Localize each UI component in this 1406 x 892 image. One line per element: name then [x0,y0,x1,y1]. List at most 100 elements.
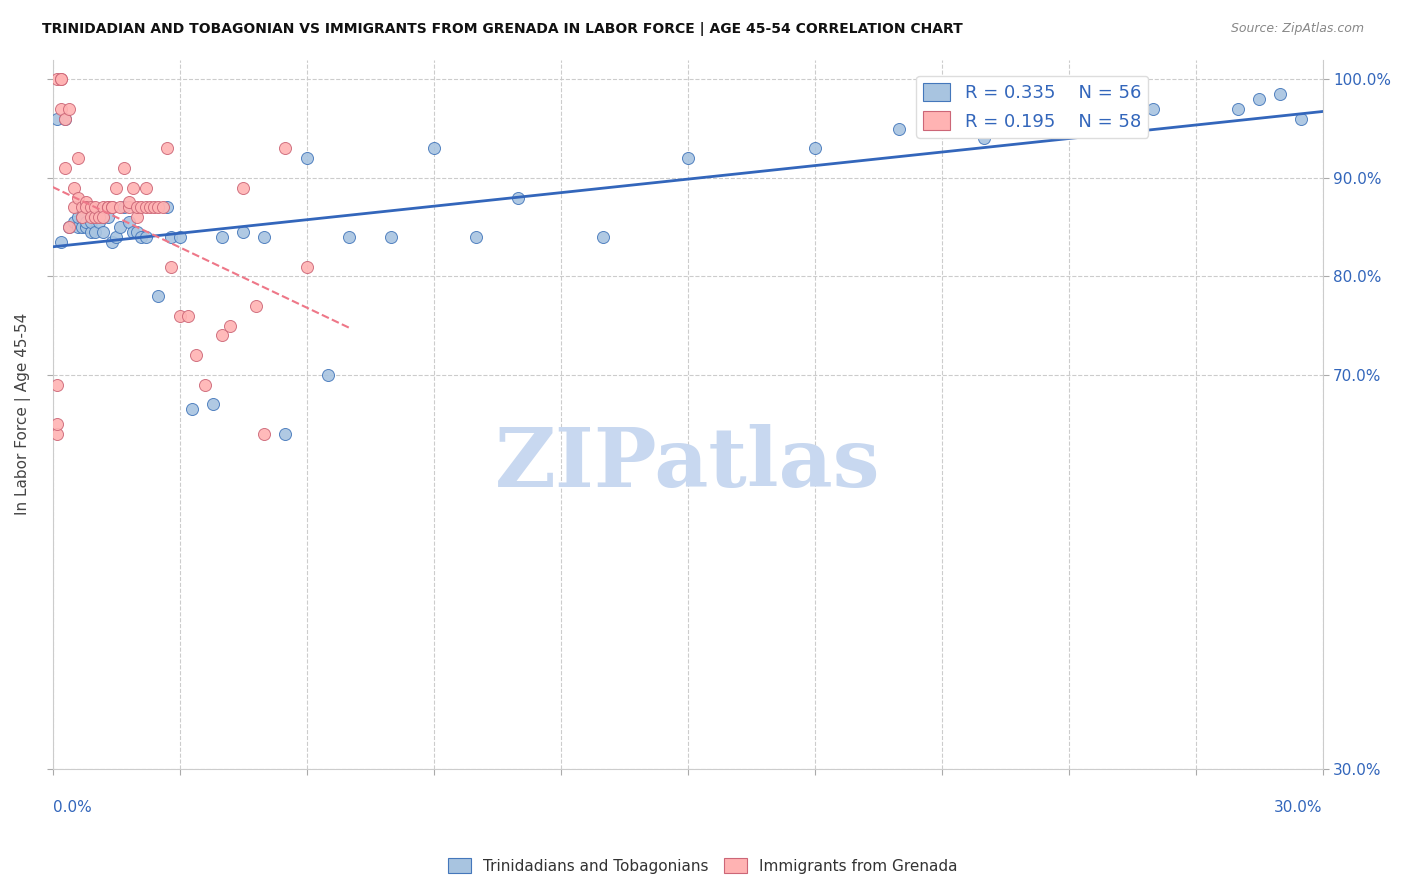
Point [253,427,276,442]
Point [803,141,825,155]
Point [194,377,217,392]
Point [181,402,204,417]
Point [232,225,254,239]
Y-axis label: In Labor Force | Age 45-54: In Labor Force | Age 45-54 [15,313,31,516]
Text: 30.0%: 30.0% [1274,799,1323,814]
Point [592,230,614,244]
Point [45,377,67,392]
Point [66,151,89,165]
Point [177,309,200,323]
Point [139,201,162,215]
Point [83,211,105,225]
Point [83,211,105,225]
Point [118,201,141,215]
Point [53,112,76,126]
Point [62,201,84,215]
Point [91,201,114,215]
Point [114,201,136,215]
Point [79,211,101,225]
Point [49,235,72,249]
Point [62,180,84,194]
Point [101,201,124,215]
Point [118,215,141,229]
Point [105,230,128,244]
Point [87,211,110,225]
Point [1099,112,1122,126]
Point [66,211,89,225]
Point [143,201,166,215]
Point [219,318,242,333]
Point [152,201,174,215]
Point [87,215,110,229]
Point [122,225,145,239]
Point [889,121,911,136]
Point [70,211,93,225]
Point [508,190,530,204]
Point [464,230,486,244]
Point [75,215,97,229]
Point [45,427,67,442]
Point [127,225,149,239]
Point [156,141,179,155]
Point [49,102,72,116]
Point [1249,92,1271,106]
Point [58,102,80,116]
Point [110,220,132,235]
Point [97,201,120,215]
Point [160,230,183,244]
Point [105,180,128,194]
Point [422,141,444,155]
Point [122,180,145,194]
Point [53,161,76,175]
Legend: Trinidadians and Tobagonians, Immigrants from Grenada: Trinidadians and Tobagonians, Immigrants… [441,852,965,880]
Legend: R = 0.335    N = 56, R = 0.195    N = 58: R = 0.335 N = 56, R = 0.195 N = 58 [917,76,1149,138]
Point [973,131,995,145]
Point [127,201,149,215]
Point [97,201,120,215]
Point [79,225,101,239]
Point [169,230,191,244]
Point [79,215,101,229]
Point [70,211,93,225]
Text: TRINIDADIAN AND TOBAGONIAN VS IMMIGRANTS FROM GRENADA IN LABOR FORCE | AGE 45-54: TRINIDADIAN AND TOBAGONIAN VS IMMIGRANTS… [42,22,963,37]
Point [245,299,267,313]
Point [83,201,105,215]
Point [131,201,153,215]
Point [62,215,84,229]
Point [186,348,208,362]
Point [211,230,233,244]
Point [75,201,97,215]
Point [45,112,67,126]
Point [45,72,67,87]
Point [83,225,105,239]
Text: ZIPatlas: ZIPatlas [495,424,880,504]
Point [253,230,276,244]
Point [135,230,157,244]
Point [118,195,141,210]
Point [110,201,132,215]
Point [91,211,114,225]
Point [156,201,179,215]
Point [160,260,183,274]
Point [202,397,225,411]
Text: Source: ZipAtlas.com: Source: ZipAtlas.com [1230,22,1364,36]
Point [66,190,89,204]
Point [58,220,80,235]
Point [101,201,124,215]
Point [148,289,170,303]
Point [1142,102,1164,116]
Point [169,309,191,323]
Point [75,195,97,210]
Point [380,230,402,244]
Point [75,220,97,235]
Point [127,211,149,225]
Point [135,180,157,194]
Point [45,417,67,432]
Point [49,72,72,87]
Point [91,211,114,225]
Point [66,220,89,235]
Point [101,235,124,249]
Point [274,427,297,442]
Point [58,220,80,235]
Point [148,201,170,215]
